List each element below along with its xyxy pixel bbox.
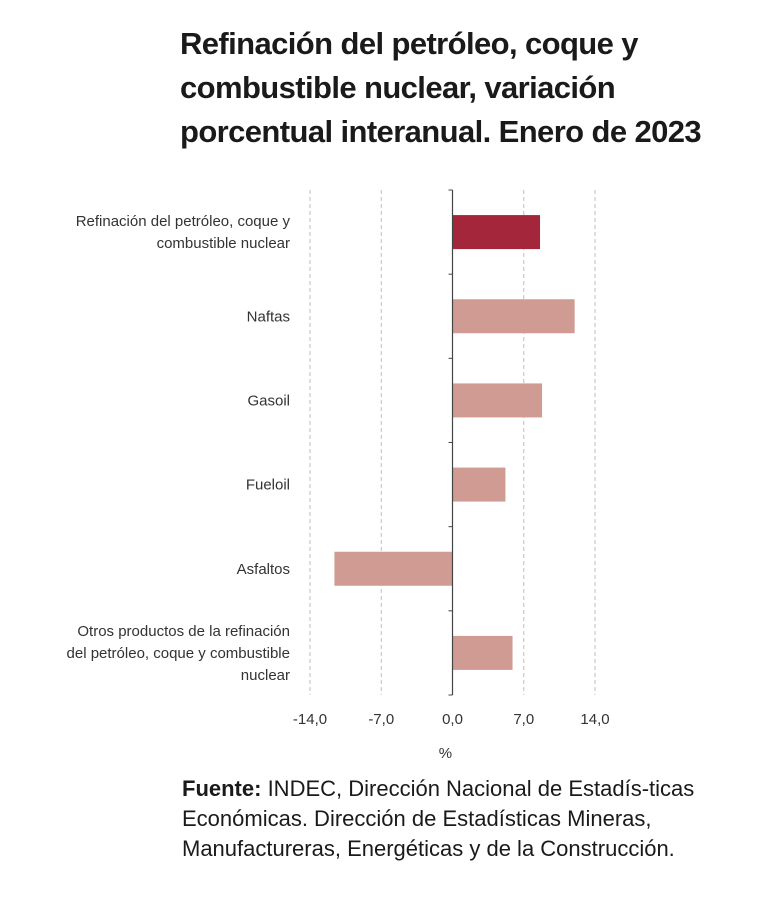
- category-label: Naftas: [247, 308, 290, 325]
- x-tick-label: 14,0: [580, 711, 609, 728]
- bar-chart: Refinación del petróleo, coque y combusti…: [67, 189, 610, 762]
- category-label: Otros productos de la refinación del petr…: [67, 623, 290, 684]
- category-label: Refinación del petróleo, coque y combusti…: [76, 213, 291, 252]
- x-tick-label: 0,0: [442, 711, 463, 728]
- bar: [452, 215, 541, 250]
- x-tick-label: -14,0: [293, 711, 327, 728]
- grid-lines: [309, 190, 596, 695]
- source-label: Fuente:: [182, 776, 262, 801]
- bar: [452, 299, 575, 334]
- x-tick-labels: -14,0 -7,0 0,0 7,0 14,0: [293, 711, 610, 728]
- source-text: INDEC, Dirección Nacional de Estadís-tic…: [182, 776, 695, 861]
- category-label: Fueloil: [246, 477, 290, 494]
- bar: [452, 635, 513, 670]
- category-labels: Refinación del petróleo, coque y combusti…: [67, 213, 291, 684]
- bar: [452, 383, 543, 418]
- axis: [448, 189, 454, 696]
- x-tick-label: 7,0: [513, 711, 534, 728]
- x-axis-label: %: [439, 745, 452, 762]
- bars: [334, 215, 575, 670]
- x-tick-label: -7,0: [368, 711, 394, 728]
- category-label: Gasoil: [247, 392, 290, 409]
- bar: [334, 551, 453, 586]
- source-note: Fuente: INDEC, Dirección Nacional de Est…: [182, 774, 742, 864]
- chart-title: Refinación del petróleo, coque y combust…: [180, 26, 702, 149]
- category-label: Asfaltos: [237, 561, 290, 578]
- bar: [452, 467, 506, 502]
